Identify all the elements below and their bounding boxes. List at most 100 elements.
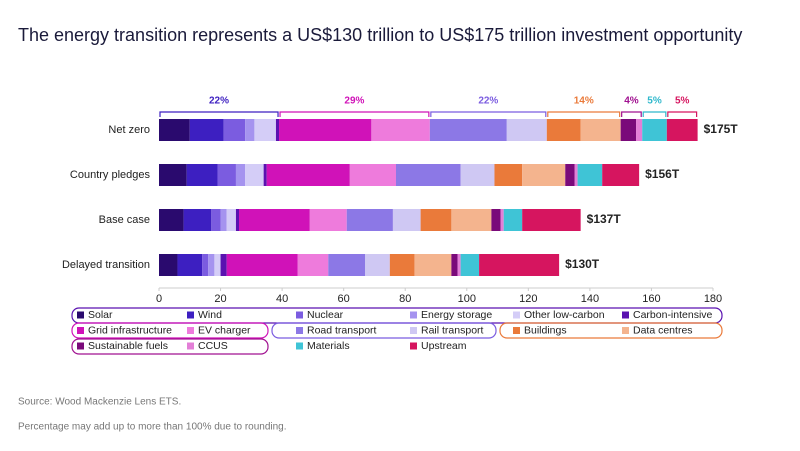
group-bracket bbox=[430, 111, 547, 117]
bar-segment bbox=[245, 119, 255, 141]
bar-segment bbox=[177, 254, 203, 276]
x-tick-label: 180 bbox=[704, 293, 722, 305]
x-tick-label: 20 bbox=[214, 293, 226, 305]
bar-segment bbox=[220, 209, 227, 231]
legend-swatch bbox=[296, 311, 303, 319]
legend-label: Upstream bbox=[421, 340, 467, 352]
bar-segment bbox=[220, 254, 227, 276]
bar-segment bbox=[328, 254, 366, 276]
legend-swatch bbox=[77, 327, 84, 334]
legend-label: Other low-carbon bbox=[524, 309, 605, 321]
bar-segment bbox=[636, 119, 643, 141]
legend-swatch bbox=[77, 342, 84, 350]
bar-segment bbox=[503, 209, 523, 231]
legend-swatch bbox=[187, 311, 194, 319]
source: Source: Wood Mackenzie Lens ETS. bbox=[18, 397, 181, 408]
bar-segment bbox=[217, 164, 236, 186]
bar-segment bbox=[522, 164, 566, 186]
bar-segment bbox=[395, 164, 461, 186]
x-tick-label: 120 bbox=[519, 293, 537, 305]
note: Percentage may add up to more than 100% … bbox=[18, 422, 287, 433]
group-bracket bbox=[159, 111, 279, 117]
bar-segment bbox=[414, 254, 452, 276]
legend-label: Grid infrastructure bbox=[88, 324, 172, 336]
bar-segment bbox=[214, 254, 221, 276]
bar-segment bbox=[309, 209, 347, 231]
x-tick-label: 40 bbox=[276, 293, 288, 305]
group-bracket bbox=[667, 111, 698, 117]
bar-segment bbox=[297, 254, 329, 276]
bar-segment bbox=[189, 119, 224, 141]
x-tick-label: 100 bbox=[458, 293, 476, 305]
bar-segment bbox=[235, 209, 240, 231]
group-bracket bbox=[642, 111, 667, 117]
legend-label: Nuclear bbox=[307, 309, 344, 321]
bar-segment bbox=[226, 254, 298, 276]
bar-segment bbox=[183, 209, 212, 231]
bar-segment bbox=[506, 119, 547, 141]
legend-label: Carbon-intensive bbox=[633, 309, 713, 321]
x-tick-label: 160 bbox=[642, 293, 660, 305]
legend-label: Wind bbox=[198, 309, 222, 321]
legend-swatch bbox=[513, 327, 520, 334]
category-label: Country pledges bbox=[70, 169, 151, 181]
bar-segment bbox=[546, 119, 581, 141]
x-tick-label: 140 bbox=[581, 293, 599, 305]
total-label: $137T bbox=[587, 212, 622, 226]
bar-segment bbox=[159, 209, 184, 231]
legend-label: Sustainable fuels bbox=[88, 340, 168, 352]
bar-segment bbox=[211, 209, 221, 231]
bar-segment bbox=[223, 119, 246, 141]
group-label: 5% bbox=[647, 96, 662, 107]
group-bracket bbox=[279, 111, 430, 117]
bar-segment bbox=[460, 254, 480, 276]
legend-swatch bbox=[622, 311, 629, 319]
bar-segment bbox=[263, 164, 267, 186]
bar-segment bbox=[389, 254, 415, 276]
bar-segment bbox=[371, 119, 430, 141]
bar-segment bbox=[266, 164, 350, 186]
bar-segment bbox=[500, 209, 504, 231]
bar-segment bbox=[349, 164, 396, 186]
bar-segment bbox=[620, 119, 637, 141]
bar-segment bbox=[479, 254, 560, 276]
bar-segment bbox=[202, 254, 209, 276]
bar-segment bbox=[565, 164, 575, 186]
legend-swatch bbox=[622, 327, 629, 334]
legend-groups bbox=[71, 307, 723, 355]
legend-label: Buildings bbox=[524, 324, 567, 336]
bar-segment bbox=[460, 164, 495, 186]
legend-label: Road transport bbox=[307, 324, 377, 336]
bar-segment bbox=[602, 164, 640, 186]
legend-swatch bbox=[77, 311, 84, 319]
group-bracket bbox=[547, 111, 621, 117]
bar-segment bbox=[451, 209, 492, 231]
total-label: $175T bbox=[704, 122, 739, 136]
bar-segment bbox=[429, 119, 507, 141]
bar-segment bbox=[494, 164, 523, 186]
legend-swatch bbox=[296, 327, 303, 334]
group-label: 22% bbox=[478, 96, 498, 107]
x-tick-label: 80 bbox=[399, 293, 411, 305]
group-label: 4% bbox=[624, 96, 639, 107]
bar-segment bbox=[451, 254, 458, 276]
total-label: $130T bbox=[565, 257, 600, 271]
group-label: 14% bbox=[574, 96, 594, 107]
legend-swatch bbox=[513, 311, 520, 319]
bar-segment bbox=[574, 164, 578, 186]
group-label: 29% bbox=[344, 96, 364, 107]
bar-segment bbox=[235, 164, 246, 186]
bar-segment bbox=[522, 209, 581, 231]
bar-segment bbox=[159, 164, 187, 186]
group-label: 5% bbox=[675, 96, 690, 107]
bar-segment bbox=[208, 254, 215, 276]
bar-segment bbox=[245, 164, 264, 186]
legend-label: Rail transport bbox=[421, 324, 484, 336]
bar-segment bbox=[365, 254, 390, 276]
bar-segment bbox=[279, 119, 372, 141]
legend-label: EV charger bbox=[198, 324, 251, 336]
bar-segment bbox=[159, 119, 190, 141]
legend-label: Data centres bbox=[633, 324, 693, 336]
legend-swatch bbox=[410, 327, 417, 334]
